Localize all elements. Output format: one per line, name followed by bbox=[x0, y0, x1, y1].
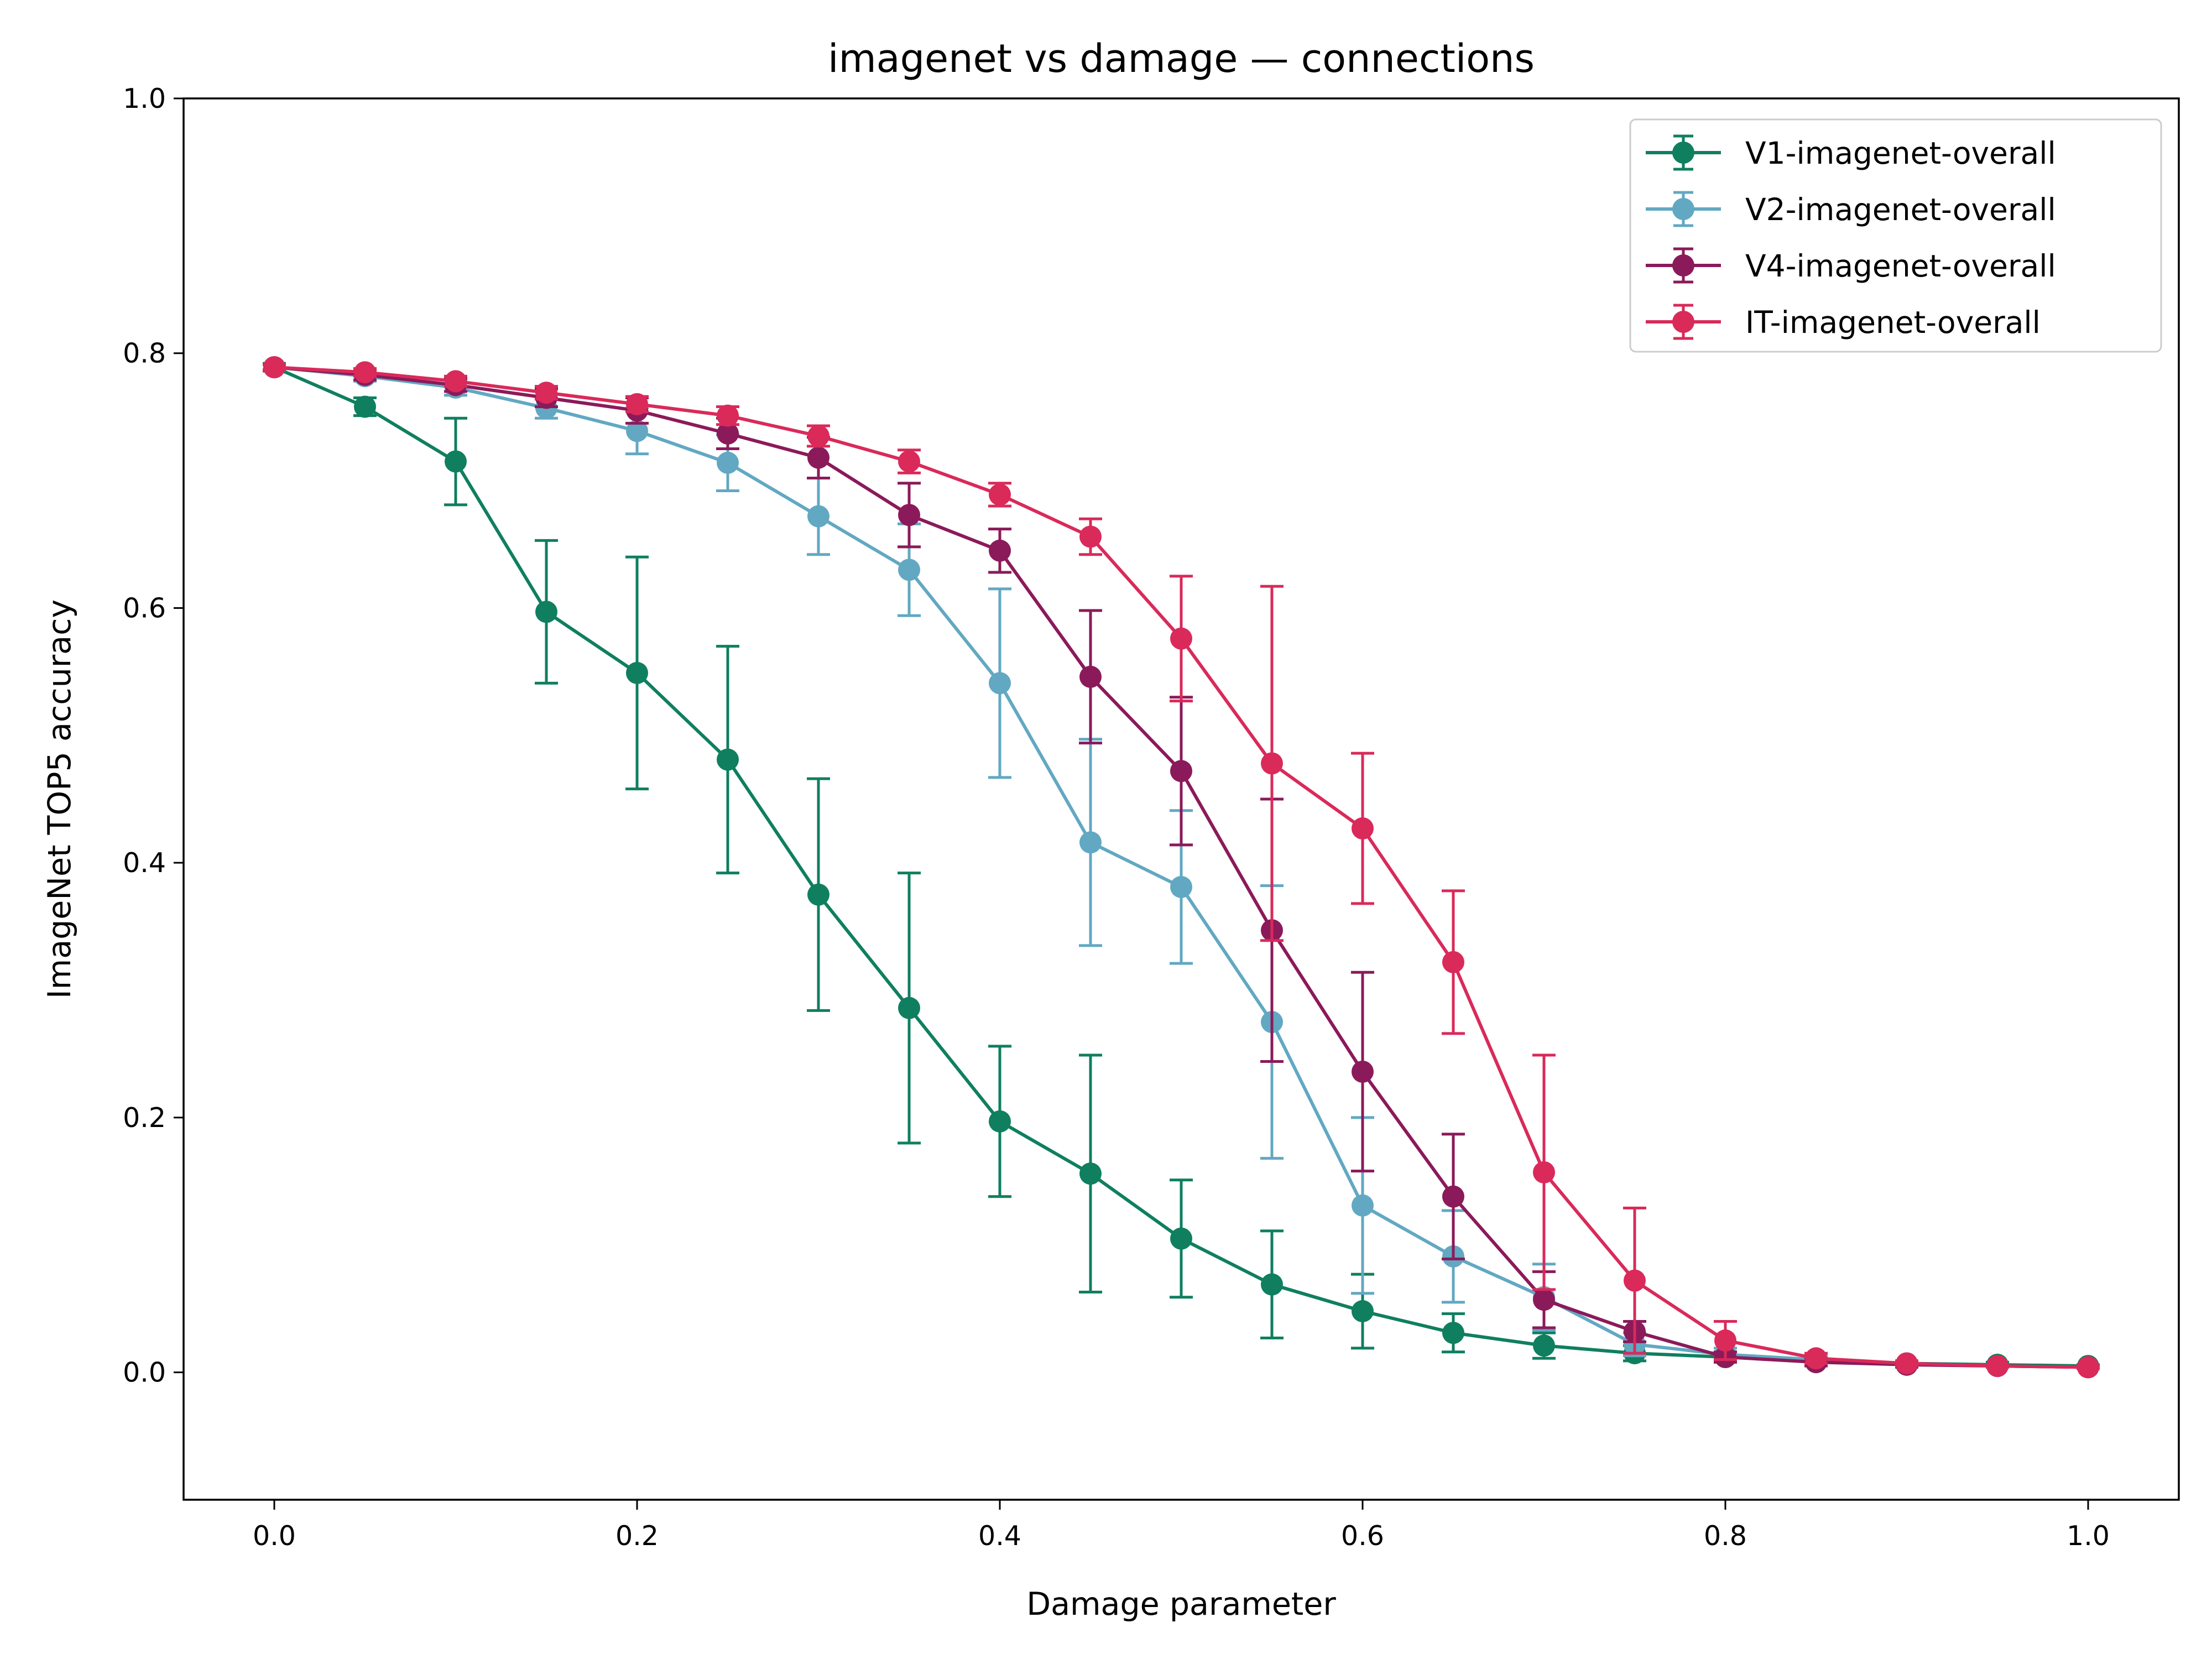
x-axis: 0.0 0.2 0.4 0.6 0.8 1.0 bbox=[253, 1500, 2110, 1552]
data-point bbox=[626, 393, 648, 415]
data-point bbox=[717, 451, 739, 474]
x-tick-label: 0.6 bbox=[1341, 1520, 1384, 1552]
legend-frame bbox=[1629, 118, 2162, 353]
data-point bbox=[1079, 831, 1102, 854]
data-point bbox=[1533, 1288, 1555, 1311]
data-point bbox=[898, 504, 920, 526]
data-point bbox=[263, 356, 285, 379]
data-point bbox=[989, 539, 1011, 562]
data-point bbox=[2077, 1356, 2099, 1379]
legend-label: V1-imagenet-overall bbox=[1745, 135, 2056, 171]
y-axis: 0.0 0.2 0.4 0.6 0.8 1.0 bbox=[123, 83, 184, 1389]
data-point bbox=[1079, 525, 1102, 548]
data-point bbox=[1170, 627, 1192, 650]
data-point bbox=[1352, 1060, 1374, 1083]
y-tick-label: 0.0 bbox=[123, 1357, 166, 1389]
data-point bbox=[1624, 1269, 1646, 1292]
data-point bbox=[626, 420, 648, 442]
data-point bbox=[445, 450, 467, 473]
data-point bbox=[354, 395, 376, 418]
data-point bbox=[1896, 1352, 1918, 1375]
data-point bbox=[1170, 1227, 1192, 1250]
data-point bbox=[445, 370, 467, 393]
data-point bbox=[989, 1110, 1011, 1133]
plot-frame bbox=[182, 97, 2180, 1501]
data-point bbox=[989, 483, 1011, 506]
data-point bbox=[1079, 665, 1102, 688]
data-point bbox=[1533, 1161, 1555, 1183]
plot-area bbox=[263, 356, 2100, 1379]
data-point bbox=[354, 361, 376, 384]
data-point bbox=[807, 446, 830, 469]
legend-item-2: V2-imagenet-overall bbox=[1646, 191, 2056, 227]
data-point bbox=[989, 672, 1011, 695]
legend-marker bbox=[1672, 142, 1694, 164]
data-point bbox=[1170, 760, 1192, 782]
data-point bbox=[717, 422, 739, 445]
x-tick-label: 0.0 bbox=[253, 1520, 296, 1552]
data-point bbox=[898, 997, 920, 1019]
data-point bbox=[898, 559, 920, 581]
legend-label: IT-imagenet-overall bbox=[1745, 305, 2041, 340]
legend-item-3: V4-imagenet-overall bbox=[1646, 247, 2056, 284]
data-point bbox=[1533, 1334, 1555, 1357]
legend-label: V2-imagenet-overall bbox=[1745, 192, 2056, 227]
data-point bbox=[1170, 875, 1192, 898]
y-tick-label: 0.4 bbox=[123, 847, 166, 879]
data-point bbox=[807, 505, 830, 528]
y-tick-label: 1.0 bbox=[123, 83, 166, 114]
data-point bbox=[717, 404, 739, 427]
data-point bbox=[1261, 1273, 1283, 1296]
data-point bbox=[717, 748, 739, 771]
data-point bbox=[807, 425, 830, 447]
legend-item-4: IT-imagenet-overall bbox=[1646, 304, 2041, 340]
legend-marker bbox=[1672, 198, 1694, 220]
data-point bbox=[1442, 951, 1464, 973]
y-tick-label: 0.2 bbox=[123, 1102, 166, 1134]
y-axis-label: ImageNet TOP5 accuracy bbox=[41, 599, 78, 999]
data-point bbox=[1805, 1347, 1827, 1370]
data-point bbox=[1352, 1300, 1374, 1323]
data-point bbox=[1352, 1194, 1374, 1217]
data-point bbox=[535, 601, 557, 623]
data-point bbox=[807, 883, 830, 906]
legend: V1-imagenet-overall V2-imagenet-overall V4… bbox=[1629, 118, 2162, 353]
x-tick-label: 1.0 bbox=[2067, 1520, 2110, 1552]
data-point bbox=[1714, 1329, 1736, 1352]
chart-title: imagenet vs damage — connections bbox=[828, 36, 1535, 81]
x-axis-label: Damage parameter bbox=[1026, 1586, 1336, 1623]
data-point bbox=[898, 450, 920, 473]
legend-marker bbox=[1672, 254, 1694, 276]
data-point bbox=[1442, 1185, 1464, 1208]
data-point bbox=[1986, 1355, 2008, 1378]
data-point bbox=[1352, 817, 1374, 839]
data-point bbox=[1261, 752, 1283, 775]
data-point bbox=[1442, 1322, 1464, 1344]
data-point bbox=[535, 382, 557, 404]
x-tick-label: 0.2 bbox=[615, 1520, 659, 1552]
legend-item-1: V1-imagenet-overall bbox=[1646, 134, 2056, 171]
y-tick-label: 0.8 bbox=[123, 338, 166, 369]
series-4 bbox=[263, 356, 2100, 1379]
x-tick-label: 0.4 bbox=[978, 1520, 1021, 1552]
data-point bbox=[1079, 1162, 1102, 1185]
data-point bbox=[626, 661, 648, 684]
legend-marker bbox=[1672, 311, 1694, 333]
legend-label: V4-imagenet-overall bbox=[1745, 248, 2056, 284]
x-tick-label: 0.8 bbox=[1704, 1520, 1747, 1552]
y-tick-label: 0.6 bbox=[123, 592, 166, 624]
